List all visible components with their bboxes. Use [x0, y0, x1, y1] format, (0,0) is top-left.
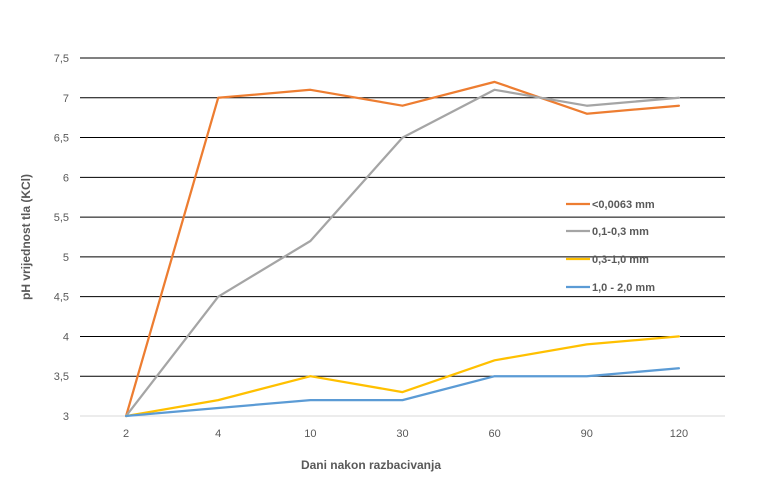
- x-tick-label: 2: [123, 428, 129, 440]
- y-tick-label: 5,5: [54, 212, 69, 224]
- legend-label: 1,0 - 2,0 mm: [592, 282, 655, 294]
- y-tick-label: 6,5: [54, 133, 69, 145]
- x-tick-label: 10: [304, 428, 316, 440]
- y-tick-label: 5: [63, 252, 69, 264]
- y-axis-title: pH vrijednost tla (KCl): [19, 174, 33, 300]
- y-tick-label: 3: [63, 411, 69, 423]
- legend-label: 0,3-1,0 mm: [592, 254, 649, 266]
- series-lines: [124, 80, 681, 418]
- y-tick-label: 3,5: [54, 371, 69, 383]
- series-line-2: [124, 88, 681, 418]
- y-tick-label: 7,5: [54, 53, 69, 65]
- series-line-3: [124, 335, 681, 418]
- series-line-1: [124, 80, 681, 418]
- y-tick-label: 4,5: [54, 292, 69, 304]
- y-tick-label: 4: [63, 331, 69, 343]
- y-axis-ticks: 3 3,5 4 4,5 5 5,5 6 6,5 7 7,5: [54, 53, 69, 423]
- legend-label: 0,1-0,3 mm: [592, 226, 649, 238]
- legend-label: <0,0063 mm: [592, 199, 655, 211]
- x-tick-label: 4: [215, 428, 221, 440]
- x-axis-title: Dani nakon razbacivanja: [301, 458, 441, 472]
- y-tick-label: 7: [63, 93, 69, 105]
- series-line-4: [124, 367, 681, 418]
- x-tick-label: 60: [489, 428, 501, 440]
- x-tick-label: 30: [396, 428, 408, 440]
- x-tick-label: 120: [670, 428, 688, 440]
- legend: <0,0063 mm 0,1-0,3 mm 0,3-1,0 mm 1,0 - 2,0 …: [566, 199, 655, 294]
- x-tick-label: 90: [581, 428, 593, 440]
- x-axis-ticks: 2 4 10 30 60 90 120: [123, 428, 688, 440]
- y-tick-label: 6: [63, 172, 69, 184]
